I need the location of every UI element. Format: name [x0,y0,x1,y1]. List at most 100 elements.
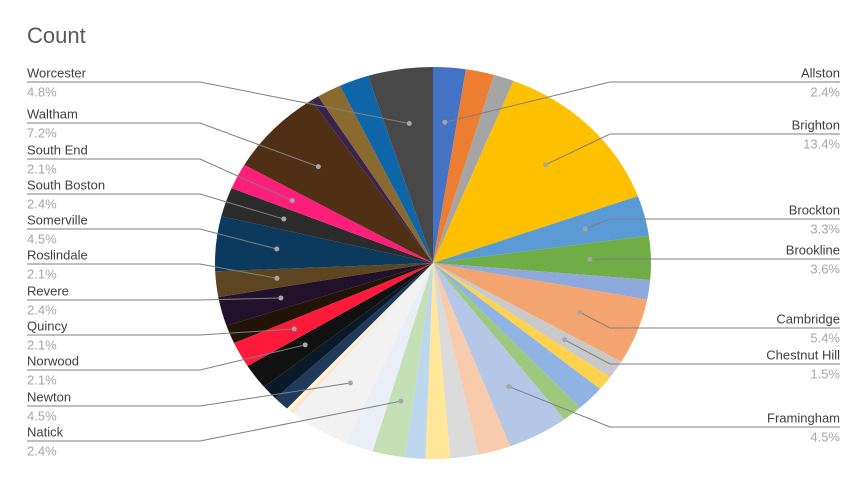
category-label: South Boston [27,177,105,192]
pie-slice [286,263,433,411]
leader-dot [543,162,549,168]
pie-slice [226,263,433,344]
value-label: 2.1% [27,161,57,176]
pie-slice [433,263,565,447]
pie-slice [433,263,648,362]
value-label: 2.4% [27,196,57,211]
pie-slice [275,263,433,409]
pie-slice [231,164,433,263]
pie-slice [433,263,479,459]
pie-slice [433,235,651,280]
pie-slice [218,263,433,326]
pie-slice [311,96,433,263]
value-label: 13.4% [803,136,840,151]
value-label: 2.1% [27,372,57,387]
value-label: 4.5% [27,231,57,246]
pie-slice [433,263,511,455]
category-label: Cambridge [776,311,840,326]
value-label: 3.3% [810,221,840,236]
leader-dot [506,384,512,390]
value-label: 4.8% [27,84,57,99]
category-label: Quincy [27,318,68,333]
leader-dot [587,256,593,262]
leader-dot [291,326,297,332]
category-label: Framingham [767,410,840,425]
pie-slice [221,188,433,263]
pie-slice [433,80,638,264]
pie-slice [433,196,649,263]
category-label: Newton [27,389,71,404]
leader-dot [278,295,284,301]
category-label: Brookline [786,242,840,257]
pie-slice [368,67,433,263]
leader-line [564,339,840,365]
leader-dot [442,119,448,125]
pie-slice [293,263,433,443]
leader-line [27,81,410,124]
pie-slice [234,263,433,366]
pie-slice [215,263,433,298]
pie-slice [433,263,581,420]
leader-line [444,81,840,123]
leader-line [27,400,402,442]
leader-dot [315,164,321,170]
category-label: Roslindale [27,247,88,262]
category-label: Allston [801,65,840,80]
value-label: 2.4% [27,302,57,317]
leader-dot [289,198,295,204]
leader-line [585,218,840,230]
leader-line [27,297,281,301]
leader-line [27,263,278,279]
pie-slice [345,263,433,452]
pie-slice [433,74,514,263]
category-label: Worcester [27,65,87,80]
leader-dot [302,342,308,348]
value-label: 3.6% [810,261,840,276]
pie-slice [244,100,433,264]
leader-line [27,193,284,220]
leader-line [27,158,293,201]
pie-slice [290,263,433,414]
category-label: Brockton [789,202,840,217]
pie-slice [247,263,433,388]
leader-dot [347,380,353,386]
category-label: Chestnut Hill [766,347,840,362]
leader-line [27,382,351,407]
leader-line [545,133,840,166]
category-label: Waltham [27,106,78,121]
pie-slice [318,85,433,263]
pie-slice [433,67,466,263]
pie-slice [339,75,433,263]
pie-slice [433,263,622,378]
pie-slice [264,263,433,399]
leader-dot [577,309,583,315]
leader-dot [406,120,412,126]
pie-slice [433,263,651,300]
leader-dot [582,226,588,232]
value-label: 2.4% [810,84,840,99]
category-label: Brighton [792,117,840,132]
category-label: South End [27,142,88,157]
pie-slice [433,263,611,389]
value-label: 1.5% [810,366,840,381]
pie-slice [404,263,433,459]
value-label: 2.4% [27,443,57,458]
category-label: Natick [27,424,64,439]
chart-title: Count [27,23,86,48]
category-label: Norwood [27,353,79,368]
pie-slice [372,263,433,458]
leader-line [27,328,295,336]
leader-dot [274,246,280,252]
value-label: 5.4% [810,330,840,345]
value-label: 4.5% [27,408,57,423]
pie-slice [433,263,601,408]
pie-slice [433,69,494,263]
pie-slice [215,216,433,272]
leader-dot [274,275,280,281]
category-label: Somerville [27,212,88,227]
value-label: 2.1% [27,266,57,281]
value-label: 4.5% [810,429,840,444]
category-label: Revere [27,283,69,298]
leader-line [508,386,840,428]
